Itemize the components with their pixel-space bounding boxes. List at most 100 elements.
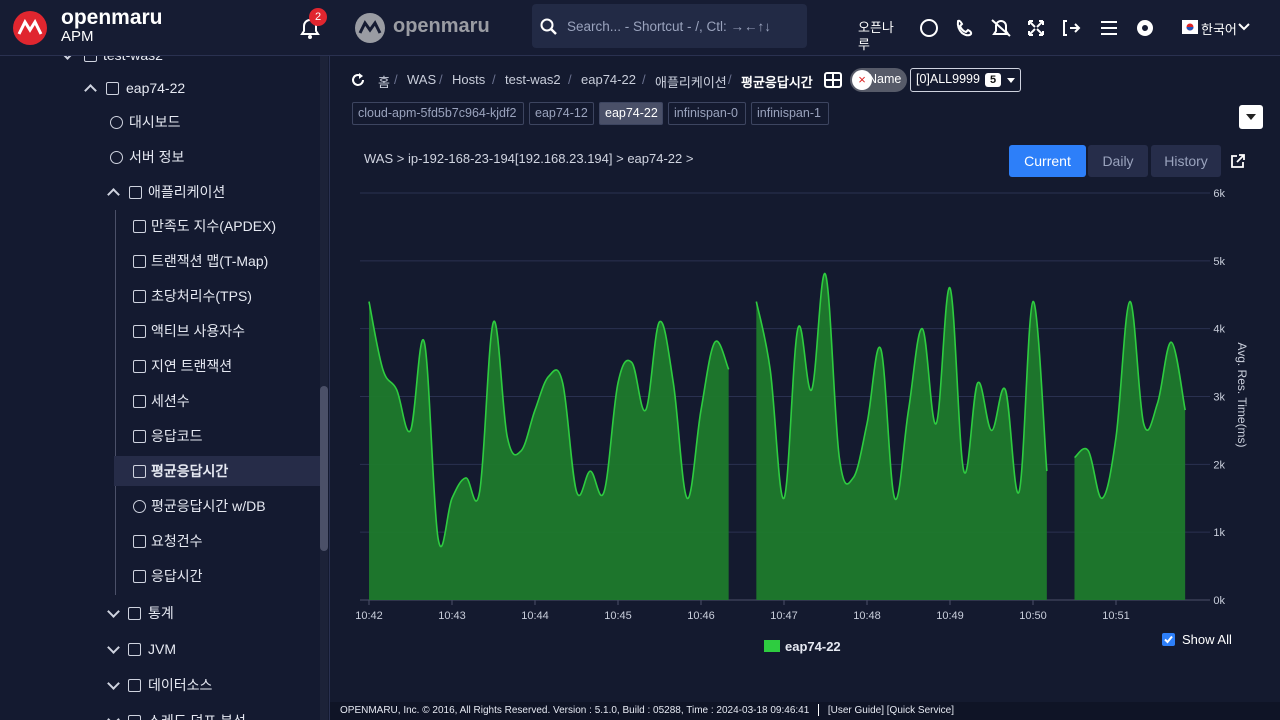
y-tick-label: 1k <box>1213 527 1225 539</box>
breadcrumb-item[interactable]: Hosts <box>452 72 486 87</box>
tree-toggle[interactable] <box>84 84 97 97</box>
user-name[interactable]: 오픈나루 <box>858 20 894 52</box>
instance-tag[interactable]: eap74-12 <box>529 102 594 125</box>
menu-icon <box>133 290 146 303</box>
active-item-bg <box>114 456 320 486</box>
breadcrumb-item[interactable]: 애플리케이션 <box>655 75 727 90</box>
flag-icon <box>1182 20 1198 34</box>
x-tick-label: 10:43 <box>438 610 466 622</box>
menu-icon[interactable] <box>1101 21 1117 35</box>
breadcrumb-item[interactable]: test-was2 <box>505 72 561 87</box>
scrollbar-thumb[interactable] <box>320 386 328 551</box>
menu-item[interactable]: JVM <box>148 641 176 657</box>
tree-toggle[interactable] <box>61 56 74 60</box>
menu-item[interactable]: 서버 정보 <box>129 149 185 165</box>
instance-tag[interactable]: infinispan-0 <box>668 102 746 125</box>
tree-guide <box>115 210 116 595</box>
menu-item[interactable]: 초당처리수(TPS) <box>151 288 252 304</box>
menu-item[interactable]: 응답시간 <box>151 568 203 584</box>
menu-item[interactable]: 트랜잭션 맵(T-Map) <box>151 253 269 269</box>
x-tick-label: 10:44 <box>521 610 549 622</box>
show-all-checkbox[interactable] <box>1162 633 1175 646</box>
menu-icon <box>133 325 146 338</box>
language[interactable]: 한국어 <box>1201 22 1237 37</box>
menu-item[interactable]: 평균응답시간 <box>151 463 229 479</box>
menu-icon <box>133 535 146 548</box>
x-tick-label: 10:45 <box>604 610 632 622</box>
alarm-off-icon[interactable] <box>991 19 1011 37</box>
selector-count: 5 <box>985 73 1001 87</box>
x-tick-label: 10:47 <box>770 610 798 622</box>
search-box[interactable]: Search... - Shortcut - /, Ctl: →←↑↓ <box>532 4 807 48</box>
secondary-logo-text: openmaru <box>393 15 490 37</box>
fullscreen-icon[interactable] <box>1028 20 1044 36</box>
expand-button[interactable] <box>1239 105 1263 129</box>
menu-icon <box>133 255 146 268</box>
view-button[interactable]: Daily <box>1088 145 1148 177</box>
instance-tag[interactable]: infinispan-1 <box>751 102 829 125</box>
x-tick-label: 10:48 <box>853 610 881 622</box>
logo-icon <box>13 11 47 45</box>
product-name: APM <box>61 28 94 45</box>
y-tick-label: 5k <box>1213 256 1225 268</box>
breadcrumb-item[interactable]: 홈 <box>378 75 390 90</box>
view-button[interactable]: History <box>1151 145 1221 177</box>
tree-toggle[interactable] <box>107 641 120 654</box>
menu-icon <box>133 465 146 478</box>
menu-item[interactable]: 스레드 덤프 분석 <box>148 711 246 720</box>
area-fill <box>369 273 1186 600</box>
breadcrumb-item[interactable]: WAS <box>407 72 437 87</box>
menu-item[interactable]: 응답코드 <box>151 428 203 444</box>
menu-item[interactable]: 세션수 <box>151 393 190 409</box>
selector-caret <box>1007 78 1015 83</box>
x-tick-label: 10:51 <box>1102 610 1130 622</box>
monitor-icon[interactable] <box>920 19 938 37</box>
tree-toggle[interactable] <box>107 713 120 720</box>
header-icons <box>920 19 1153 37</box>
tree-toggle[interactable] <box>107 188 120 201</box>
tree-toggle[interactable] <box>107 605 120 618</box>
filter-chip[interactable]: × Name <box>850 68 907 92</box>
x-tick-label: 10:42 <box>355 610 383 622</box>
search-icon <box>540 18 557 35</box>
tree-toggle[interactable] <box>107 677 120 690</box>
legend-swatch <box>764 640 780 652</box>
chip-remove[interactable]: × <box>852 70 872 90</box>
menu-item[interactable]: 지연 트랜잭션 <box>151 358 233 374</box>
logout-icon[interactable] <box>1063 20 1081 36</box>
menu-icon <box>133 395 146 408</box>
menu-icon <box>133 360 146 373</box>
menu-item[interactable]: 요청건수 <box>151 533 203 549</box>
menu-item[interactable]: 통계 <box>148 605 174 621</box>
menu-icon <box>128 643 141 656</box>
menu-icon <box>84 56 97 62</box>
view-button[interactable]: Current <box>1009 145 1086 177</box>
menu-item[interactable]: 대시보드 <box>129 114 181 130</box>
menu-item[interactable]: 액티브 사용자수 <box>151 323 246 339</box>
menu-item[interactable]: test-was2 <box>103 56 163 65</box>
footer-link[interactable]: [Quick Service] <box>886 705 955 716</box>
phone-icon[interactable] <box>956 19 973 37</box>
menu-icon <box>133 220 146 233</box>
instance-tag[interactable]: eap74-22 <box>599 102 663 125</box>
logo-text[interactable]: openmaru <box>61 6 163 29</box>
breadcrumb-separator: / <box>394 72 398 87</box>
menu-item[interactable]: 평균응답시간 w/DB <box>151 498 266 514</box>
grid-toggle-icon[interactable] <box>824 72 842 88</box>
footer-link[interactable]: [User Guide] <box>827 705 884 716</box>
notification-badge: 2 <box>309 8 327 26</box>
menu-item[interactable]: 데이터소스 <box>148 677 213 693</box>
menu-item[interactable]: 만족도 지수(APDEX) <box>151 218 277 234</box>
y-tick-label: 4k <box>1213 324 1225 336</box>
y-tick-label: 0k <box>1213 595 1225 607</box>
show-all-label[interactable]: Show All <box>1182 632 1232 647</box>
refresh-icon[interactable] <box>350 72 366 88</box>
instance-tag[interactable]: cloud-apm-5fd5b7c964-kjdf2 <box>352 102 524 125</box>
menu-item[interactable]: eap74-22 <box>126 80 186 96</box>
menu-item[interactable]: 애플리케이션 <box>148 184 226 200</box>
instance-selector[interactable]: [0]ALL9999 5 <box>910 68 1021 92</box>
open-external-icon[interactable] <box>1230 153 1246 169</box>
breadcrumb-separator: / <box>492 72 496 87</box>
breadcrumb-item[interactable]: eap74-22 <box>581 72 636 87</box>
